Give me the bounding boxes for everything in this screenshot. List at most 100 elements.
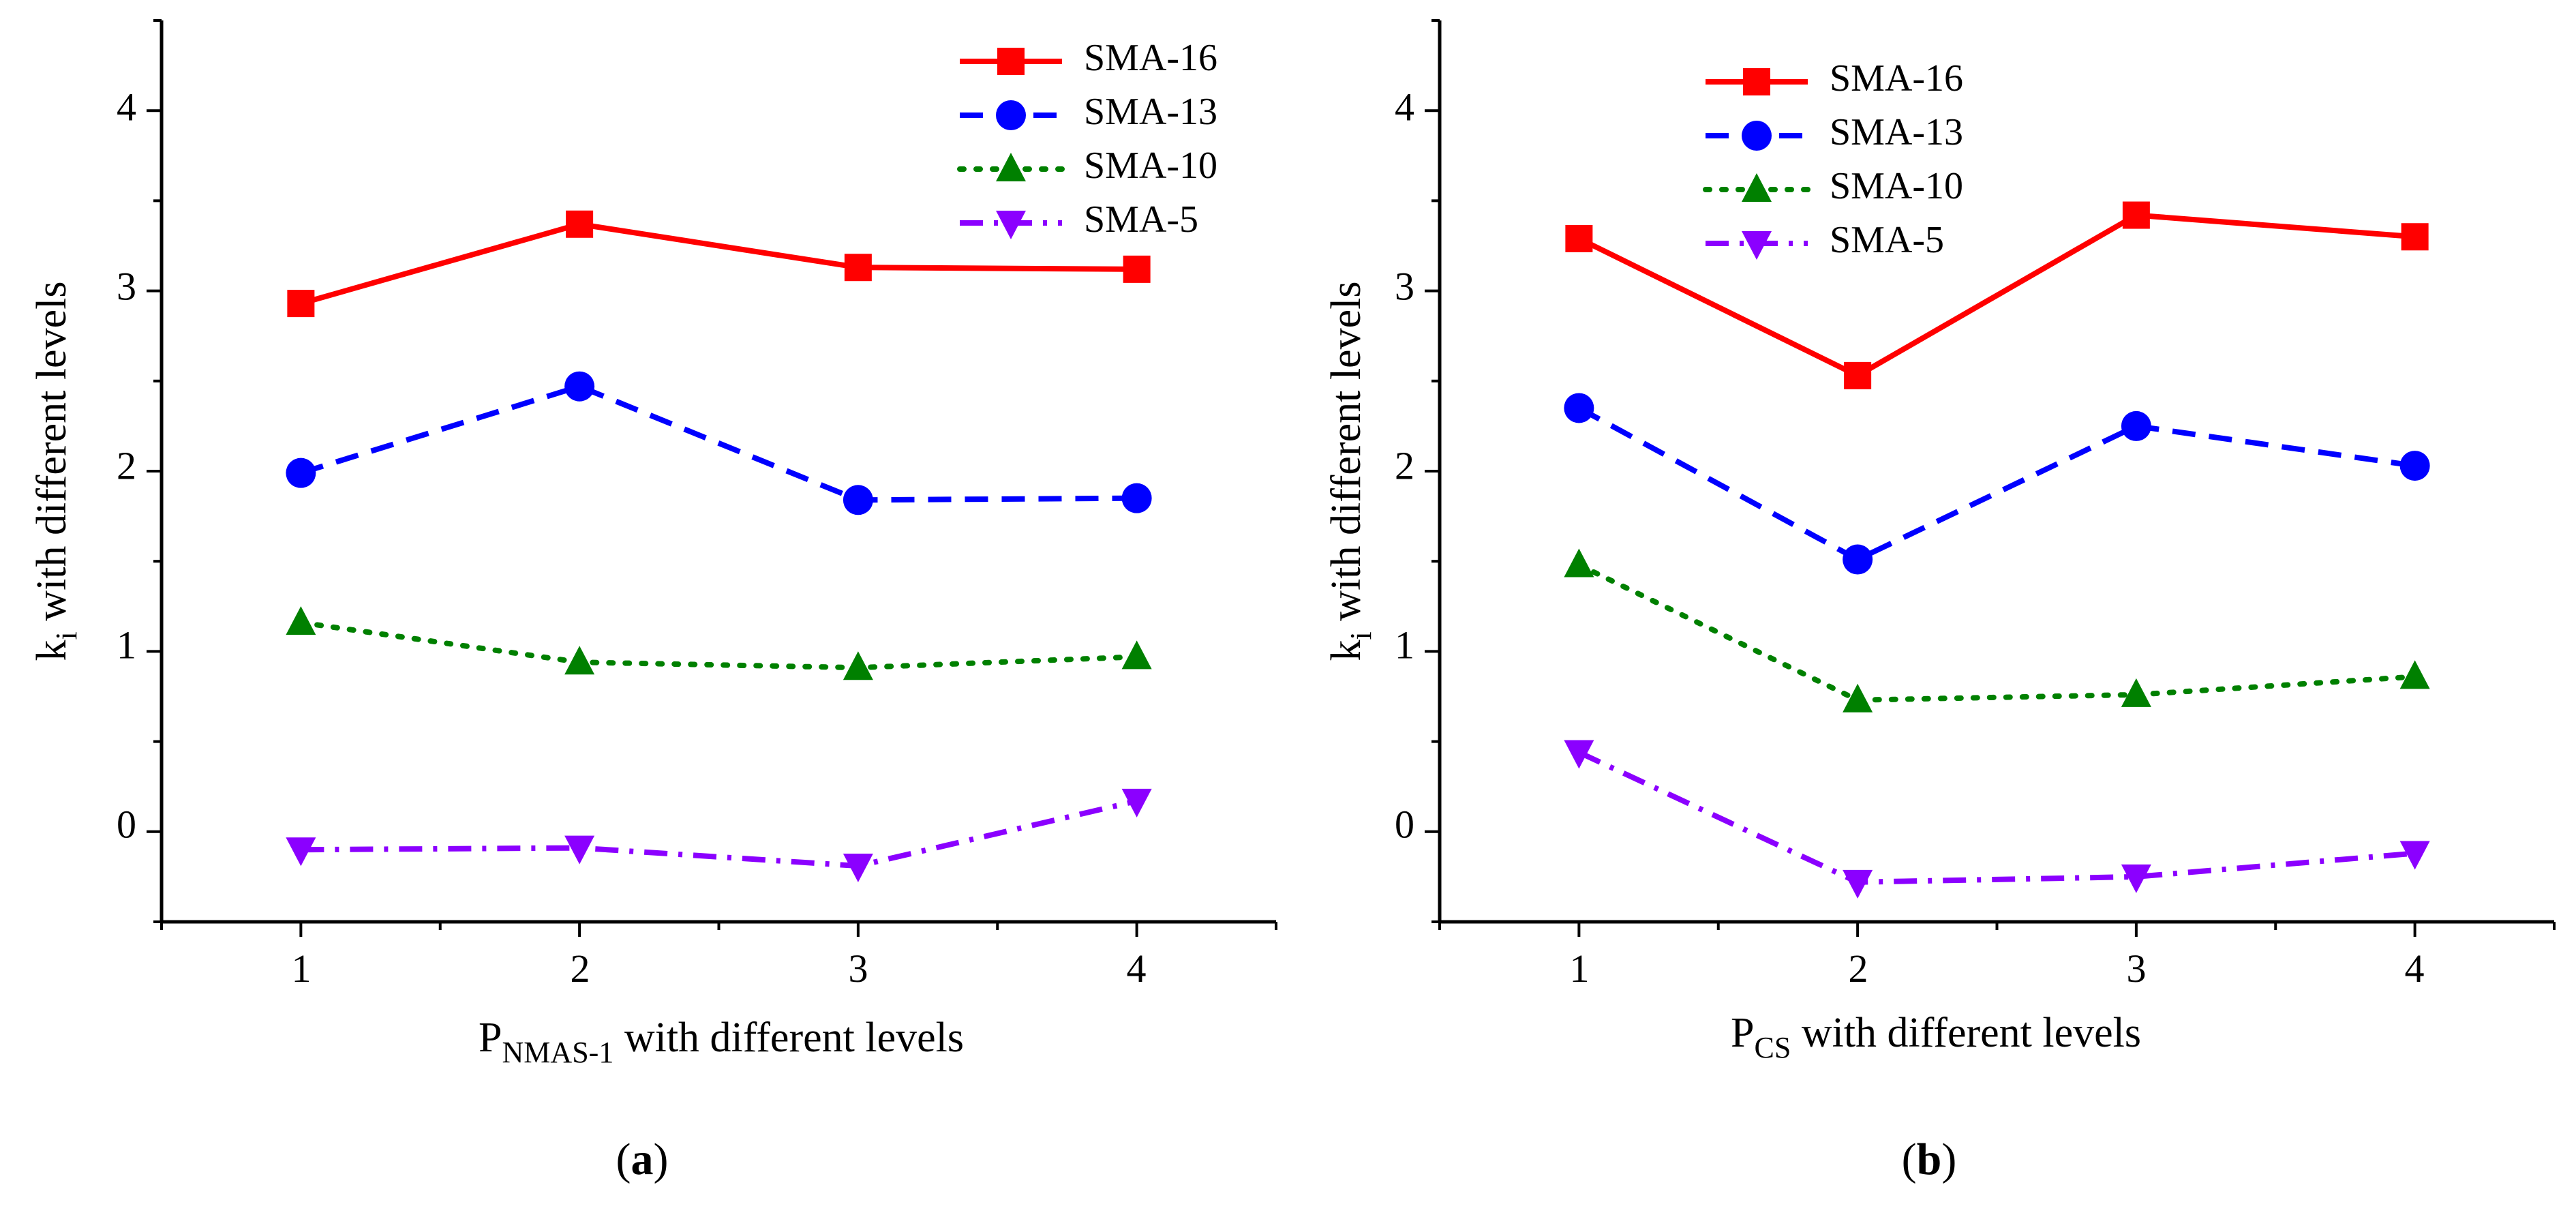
chart-a-point-sma-16 xyxy=(1123,255,1151,283)
chart-a-series-line-sma-13 xyxy=(300,383,1137,503)
chart-b-xtick-label: 3 xyxy=(2127,946,2147,991)
chart-b-point-sma-10 xyxy=(2121,678,2151,707)
chart-b-point-sma-5 xyxy=(1564,740,1594,769)
chart-b-legend-marker-sma-10 xyxy=(1742,173,1772,202)
chart-b-ylabel-main: k xyxy=(1323,640,1369,661)
chart-b-legend-marker-sma-13 xyxy=(1742,121,1772,151)
chart-a-point-sma-10 xyxy=(286,606,316,635)
chart-b-point-sma-5 xyxy=(2399,841,2430,870)
chart-a-legend-label-sma-10: SMA-10 xyxy=(1084,145,1217,187)
chart-a-legend-label-sma-16: SMA-16 xyxy=(1084,37,1217,79)
chart-a-caption: (a) xyxy=(616,1135,669,1184)
chart-b-xlabel-main: P xyxy=(1731,1010,1754,1056)
chart-b-caption-open: ( xyxy=(1902,1135,1917,1184)
chart-a-point-sma-13 xyxy=(1121,483,1152,513)
chart-b-point-sma-13 xyxy=(2121,410,2151,441)
chart-b-series-line-sma-13 xyxy=(1577,405,2416,562)
chart-a-marks xyxy=(286,210,1152,883)
chart-a-legend-marker-sma-5 xyxy=(996,211,1026,239)
chart-a-point-sma-16 xyxy=(844,254,872,282)
chart-a-point-sma-13 xyxy=(564,371,595,402)
chart-a-legend-label-sma-13: SMA-13 xyxy=(1084,91,1217,133)
chart-b-xtick-label: 2 xyxy=(1849,946,1868,991)
chart-b-marks xyxy=(1564,201,2430,899)
chart-a-legend-marker-sma-10 xyxy=(996,153,1026,181)
chart-b-ticks xyxy=(1425,19,2556,937)
chart-b-legend-label-sma-16: SMA-16 xyxy=(1830,57,1963,100)
chart-b-ytick-label: 4 xyxy=(1395,85,1414,129)
chart-a-series-line-sma-10 xyxy=(298,620,1140,671)
chart-b-legend-marker-sma-16 xyxy=(1743,68,1770,95)
chart-a-point-sma-16 xyxy=(566,210,594,238)
chart-a-point-sma-5 xyxy=(1121,788,1152,817)
chart-b-series-line-sma-10 xyxy=(1576,562,2418,703)
chart-a-ylabel-main: k xyxy=(29,640,75,661)
chart-b-caption-letter: b xyxy=(1917,1135,1942,1184)
chart-a-ylabel-sub: i xyxy=(50,631,83,640)
chart-b-point-sma-16 xyxy=(2401,223,2429,251)
chart-a-point-sma-10 xyxy=(564,646,595,675)
chart-a-series-line-sma-16 xyxy=(300,221,1137,306)
chart-a-legend: SMA-16 SMA-13 SMA-10 SMA-5 xyxy=(957,37,1217,241)
chart-a-ytick-label: 1 xyxy=(117,622,136,667)
chart-a-xtick-label: 3 xyxy=(849,946,868,991)
chart-b-caption-close: ) xyxy=(1941,1135,1956,1184)
chart-a-caption-letter: a xyxy=(631,1135,654,1184)
chart-a-point-sma-5 xyxy=(286,837,316,867)
chart-b-xlabel: PCS with different levels xyxy=(1731,1010,2141,1064)
chart-a-point-sma-10 xyxy=(1121,640,1152,670)
chart-b-point-sma-16 xyxy=(1565,224,1593,252)
chart-b-point-sma-10 xyxy=(1843,683,1873,712)
chart-a-point-sma-5 xyxy=(564,835,595,865)
chart-b-xlabel-rest: with different levels xyxy=(1791,1010,2141,1056)
chart-a-point-sma-13 xyxy=(843,485,873,515)
chart-b-ylabel-sub: i xyxy=(1344,631,1378,640)
chart-b-point-sma-16 xyxy=(2122,201,2150,229)
chart-b-legend-label-sma-10: SMA-10 xyxy=(1830,165,1963,207)
chart-a-point-sma-10 xyxy=(843,651,873,680)
chart-a-point-sma-13 xyxy=(286,457,316,488)
chart-panel-a: 0 1 2 3 4 1 2 3 4 PNMAS-1 with different… xyxy=(29,19,1277,1184)
chart-a-xlabel-main: P xyxy=(479,1015,502,1061)
chart-a-caption-close: ) xyxy=(654,1135,669,1184)
chart-a-series-line-sma-5 xyxy=(301,798,1138,869)
chart-a-legend-label-sma-5: SMA-5 xyxy=(1084,198,1198,241)
chart-a-xtick-label: 4 xyxy=(1127,946,1147,991)
chart-b-ytick-label: 3 xyxy=(1395,264,1414,308)
chart-b-legend-label-sma-13: SMA-13 xyxy=(1830,111,1963,153)
chart-a-caption-open: ( xyxy=(616,1135,631,1184)
chart-b-point-sma-5 xyxy=(1843,869,1873,899)
chart-a-xlabel-rest: with different levels xyxy=(613,1015,964,1061)
chart-b-legend: SMA-16 SMA-13 SMA-10 SMA-5 xyxy=(1703,57,1963,261)
chart-b-point-sma-13 xyxy=(2399,451,2430,481)
chart-a-xlabel-sub: NMAS-1 xyxy=(502,1036,614,1069)
chart-a-ytick-label: 3 xyxy=(117,264,136,308)
chart-b-xtick-label: 4 xyxy=(2405,946,2425,991)
chart-panel-b: 0 1 2 3 4 1 2 3 4 PCS with different lev… xyxy=(1323,19,2556,1184)
chart-a-ylabel: ki with different levels xyxy=(29,282,83,661)
chart-a-legend-marker-sma-16 xyxy=(997,48,1025,75)
chart-b-ytick-label: 0 xyxy=(1395,802,1414,846)
chart-a-xlabel: PNMAS-1 with different levels xyxy=(479,1015,964,1069)
chart-a-legend-marker-sma-13 xyxy=(996,100,1026,130)
chart-b-series-line-sma-16 xyxy=(1577,212,2415,378)
chart-b-legend-marker-sma-5 xyxy=(1742,231,1772,260)
chart-a-ytick-label: 4 xyxy=(117,85,136,129)
chart-a-ytick-label: 2 xyxy=(117,443,136,487)
chart-b-caption: (b) xyxy=(1902,1135,1957,1184)
chart-a-ticks xyxy=(147,19,1277,937)
chart-b-ylabel-rest: with different levels xyxy=(1323,282,1369,632)
chart-b-point-sma-10 xyxy=(1564,548,1594,578)
chart-b-ytick-label: 1 xyxy=(1395,622,1414,667)
chart-b-point-sma-10 xyxy=(2399,660,2430,689)
chart-b-ytick-label: 2 xyxy=(1395,443,1414,487)
chart-a-xtick-label: 2 xyxy=(571,946,590,991)
chart-b-point-sma-13 xyxy=(1564,393,1594,423)
chart-a-ylabel-rest: with different levels xyxy=(29,282,75,632)
chart-a-point-sma-5 xyxy=(843,854,873,883)
chart-b-point-sma-16 xyxy=(1844,361,1872,389)
chart-b-ylabel: ki with different levels xyxy=(1323,282,1378,661)
chart-b-legend-label-sma-5: SMA-5 xyxy=(1830,219,1944,261)
chart-a-point-sma-16 xyxy=(287,290,315,318)
